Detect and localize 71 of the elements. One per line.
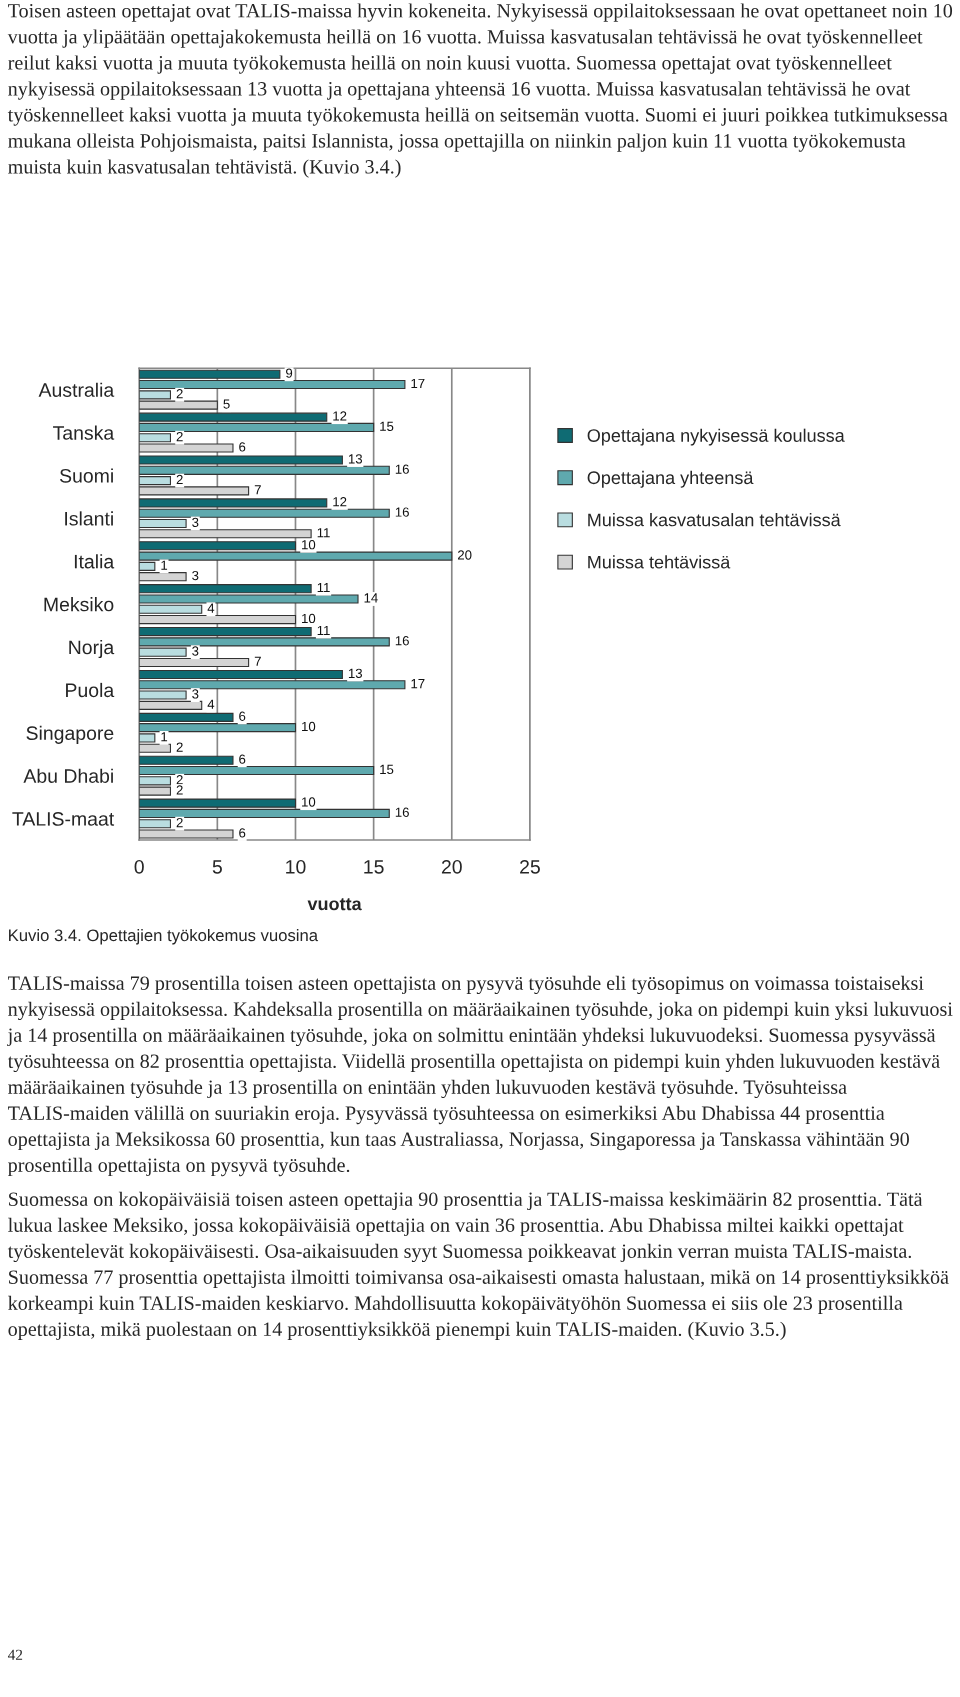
text: Kuvio 3.4. Opettajien työkokemus vuosina xyxy=(9,928,319,945)
data-label: 10 xyxy=(302,540,316,550)
data-label: 3 xyxy=(192,517,199,528)
y-tick-label: Islanti xyxy=(65,511,113,526)
text: Suomessa on kokopäiväisiä toisen asteen opettajia 90 prosenttia ja TALIS-maissa keskimäärin 82 prosenttia. Tätä lukua laskee Meksiko, jossa kokopäiväisiä opettajia on vain 36 prosenttia. Abu Dhabissa miltei kaikki opettajat työskentelevät kokopäiväisesti. Osa-aikaisuuden syyt Suomessa poikkeavat jonkin verran muista TALIS-maista. Suomessa 77 prosenttia opettajista ilmoitti toimivansa osa-aikaisesti omasta halustaan, mikä on 14 prosenttiyksikköä korkeampi kuin TALIS-maiden keskiarvo. Mahdollisuutta kokopäivätyöhön Suomessa ei siis ole 23 prosentilla opettajista, mikä puolestaan on 14 prosenttiyksikköä pienempi kuin TALIS-maiden. (Kuvio 3.5.) xyxy=(7,1191,949,1341)
x-tick-label: 20 xyxy=(441,859,462,874)
y-tick-label: Puola xyxy=(66,682,115,698)
text: 42 xyxy=(7,1649,23,1660)
data-label: 7 xyxy=(254,656,261,666)
data-label: 2 xyxy=(176,389,183,399)
data-label: 2 xyxy=(176,431,183,442)
y-tick-label: Australia xyxy=(38,382,115,397)
legend-label: Opettajana yhteensä xyxy=(587,470,754,488)
data-label: 13 xyxy=(348,668,363,679)
data-label: 4 xyxy=(207,699,215,709)
data-label: 2 xyxy=(176,474,183,485)
data-label: 1 xyxy=(161,732,168,742)
data-label: 12 xyxy=(333,411,347,421)
text: Toisen asteen opettajat ovat TALIS-maissa hyvin kokeneita. Nykyisessä oppilaitoksessaan he ovat opettaneet noin 10 vuotta ja ylipäätään opettajakokemusta heillä on 16 vuotta. Muissa kasvatusalan tehtävissä he ovat työskennelleet reilut kaksi vuotta ja muuta työkokemusta heillä on noin kuusi vuotta. Suomessa opettajat ovat työskennelleet nykyisessä oppilaitoksessaan 13 vuotta ja opettajana yhteensä 16 vuotta. Muissa kasvatusalan tehtävissä he ovat työskennelleet kaksi vuotta ja muuta työkokemusta heillä on seitsemän vuotta. Suomi ei juuri poikkea tutkimuksessa mukana olleista Pohjoismaista, paitsi Islannista, jossa opettajilla on niinkin paljon kuin 11 vuotta työkokemusta muista kuin kasvatusalan tehtävistä. (Kuvio 3.4.) xyxy=(7,3,953,178)
data-label: 11 xyxy=(317,583,330,593)
data-label: 6 xyxy=(239,828,246,838)
legend-label: Muissa kasvatusalan tehtävissä xyxy=(588,513,841,527)
data-label: 7 xyxy=(254,485,261,495)
data-label: 13 xyxy=(348,454,363,464)
x-tick-label: 15 xyxy=(364,860,384,874)
data-label: 2 xyxy=(176,775,183,785)
legend-label: Muissa tehtävissä xyxy=(588,555,731,569)
data-label: 16 xyxy=(395,507,409,517)
x-tick-label: 5 xyxy=(212,860,222,874)
data-label: 9 xyxy=(286,368,293,378)
data-label: 11 xyxy=(317,625,330,635)
data-label: 2 xyxy=(176,817,183,828)
data-label: 5 xyxy=(223,399,230,409)
data-label: 10 xyxy=(302,797,316,807)
data-label: 10 xyxy=(302,613,316,624)
data-label: 3 xyxy=(192,689,199,699)
x-tick-label: 25 xyxy=(520,859,540,874)
data-label: 16 xyxy=(395,464,409,474)
y-tick-label: Suomi xyxy=(59,468,113,483)
data-label: 16 xyxy=(395,807,409,817)
data-label: 10 xyxy=(302,721,316,732)
data-label: 1 xyxy=(161,560,168,570)
data-label: 6 xyxy=(239,442,246,452)
data-label: 2 xyxy=(176,785,183,795)
x-tick-label: 0 xyxy=(134,859,144,874)
data-label: 16 xyxy=(395,636,409,646)
data-label: 17 xyxy=(411,378,425,388)
data-label: 20 xyxy=(458,550,472,560)
legend-label: Opettajana nykyisessä koulussa xyxy=(587,428,845,446)
y-tick-label: Meksiko xyxy=(44,597,114,612)
y-tick-label: TALIS-maat xyxy=(12,812,115,826)
data-label: 4 xyxy=(207,603,215,613)
y-tick-label: Abu Dhabi xyxy=(23,768,113,783)
data-label: 15 xyxy=(380,764,394,775)
data-label: 3 xyxy=(192,646,199,656)
data-label: 14 xyxy=(364,593,378,603)
data-label: 6 xyxy=(239,754,246,764)
x-tick-label: 10 xyxy=(286,859,306,874)
data-label: 2 xyxy=(176,742,183,752)
text: TALIS-maissa 79 prosentilla toisen asteen opettajista on pysyvä työsuhde eli työsopimus on voimassa toistaiseksi nykyisessä oppilaitoksessa. Kahdeksalla prosentilla on määräaikainen työsuhde, joka on pidempi kuin yksi lukuvuosi ja 14 prosentilla on määräaikainen työsuhde, joka on solmittu enintään yhdeksi lukuvuodeksi. Suomessa pysyvässä työsuhteessa on 82 prosenttia opettajista. Viidellä prosentilla opettajista on pidempi kuin yhden lukuvuoden kestävä määräaikainen työsuhde ja 13 prosentilla on enintään yhden lukuvuoden kestävä työsuhde. Työsuhteissa TALIS-maiden välillä on suuriakin eroja. Pysyvässä työsuhteessa on esimerkiksi Abu Dhabissa 44 prosenttia opettajista ja Meksikossa 60 prosenttia, kun taas Australiassa, Norjassa, Singaporessa ja Tanskassa vähintään 90 prosentilla opettajista on pysyvä työsuhde. xyxy=(7,975,953,1177)
data-label: 17 xyxy=(411,679,425,689)
data-label: 6 xyxy=(239,711,246,721)
y-tick-label: Italia xyxy=(74,554,115,569)
y-tick-label: Tanska xyxy=(53,425,115,440)
x-axis-title: vuotta xyxy=(307,898,362,911)
data-label: 3 xyxy=(192,570,199,581)
data-label: 11 xyxy=(317,528,330,538)
y-tick-label: Norja xyxy=(69,639,115,659)
data-label: 12 xyxy=(333,497,347,507)
y-tick-label: Singapore xyxy=(26,725,114,744)
data-label: 15 xyxy=(380,421,394,431)
